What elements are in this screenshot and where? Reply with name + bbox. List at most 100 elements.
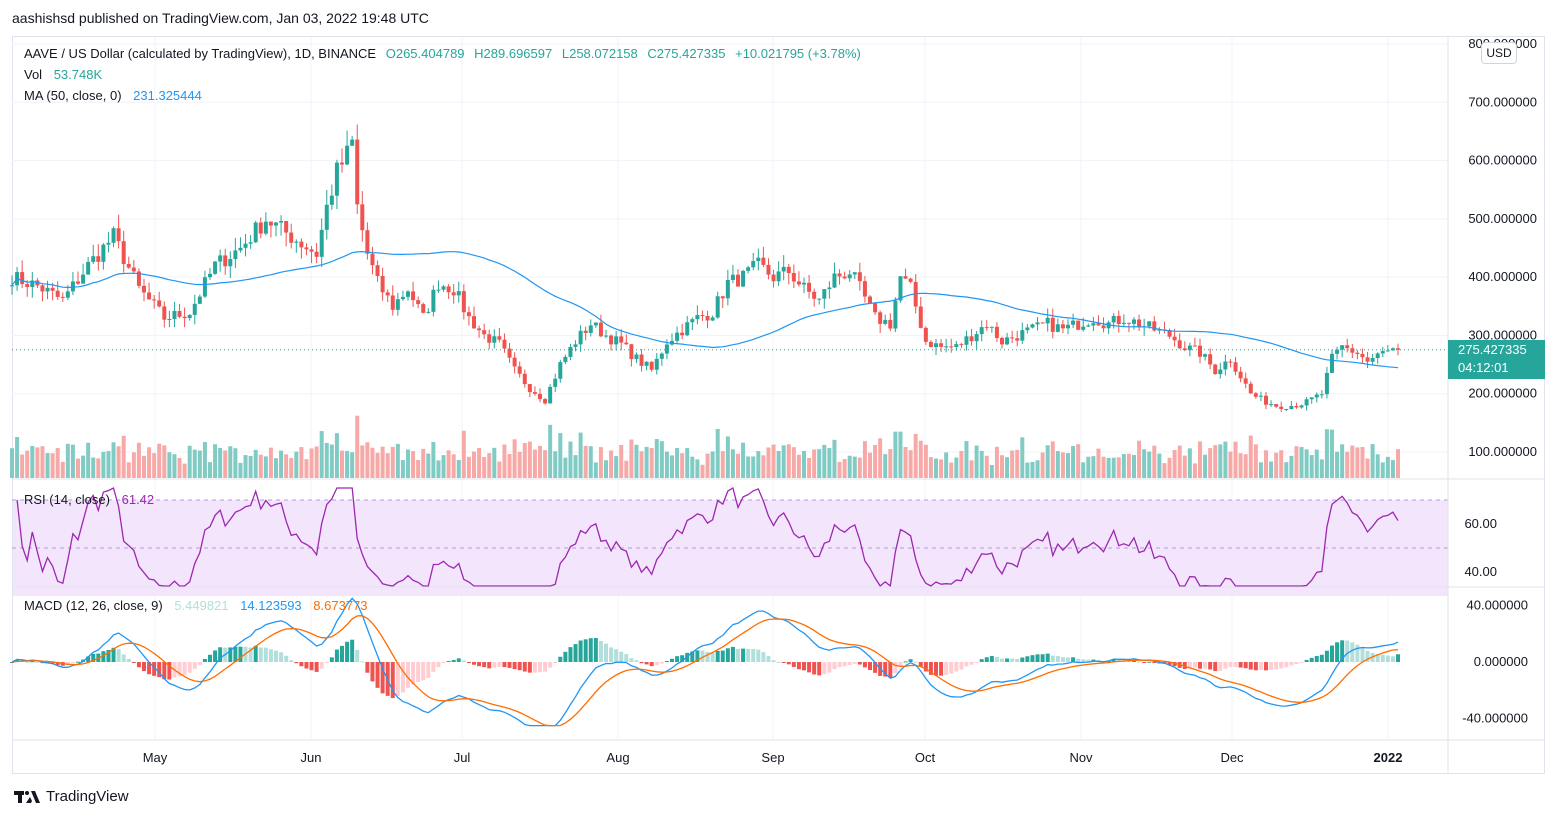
macd-histogram-bar bbox=[147, 662, 152, 675]
volume-bar bbox=[918, 440, 923, 478]
volume-bar bbox=[91, 457, 96, 478]
macd-histogram-bar bbox=[329, 657, 334, 662]
candle-body bbox=[258, 222, 263, 234]
candle-body bbox=[111, 228, 116, 243]
volume-value: 53.748K bbox=[53, 67, 103, 82]
candle-body bbox=[355, 139, 360, 205]
macd-histogram-bar bbox=[86, 656, 91, 662]
macd-histogram-bar bbox=[1187, 662, 1192, 669]
volume-bar bbox=[126, 462, 131, 478]
volume-bar bbox=[1142, 449, 1147, 478]
volume-bar bbox=[598, 447, 603, 478]
macd-histogram-bar bbox=[827, 662, 832, 673]
macd-histogram-bar bbox=[868, 662, 872, 671]
candle-body bbox=[862, 281, 867, 297]
macd-histogram-bar bbox=[695, 650, 700, 662]
macd-histogram-bar bbox=[847, 662, 852, 665]
candle-body bbox=[1228, 361, 1233, 363]
volume-bar bbox=[730, 449, 735, 478]
price-tick-label: 600.000000 bbox=[1468, 153, 1537, 168]
candle-body bbox=[802, 282, 806, 285]
volume-bar bbox=[294, 451, 299, 478]
macd-histogram-bar bbox=[553, 662, 558, 663]
volume-bar bbox=[720, 451, 725, 478]
macd-histogram-bar bbox=[126, 658, 131, 662]
macd-histogram-bar bbox=[65, 662, 70, 665]
macd-histogram-bar bbox=[218, 647, 223, 662]
volume-bar bbox=[776, 450, 781, 478]
volume-bar bbox=[817, 449, 822, 478]
macd-label: MACD (12, 26, close, 9) bbox=[24, 598, 163, 613]
candle-body bbox=[213, 261, 218, 274]
macd-histogram-bar bbox=[974, 662, 979, 663]
currency-button[interactable]: USD bbox=[1481, 42, 1517, 64]
macd-histogram-bar bbox=[157, 662, 162, 678]
candle-body bbox=[796, 281, 801, 285]
candle-body bbox=[1121, 322, 1126, 324]
volume-bar bbox=[30, 446, 35, 478]
candle-body bbox=[1385, 350, 1390, 352]
candle-body bbox=[406, 291, 410, 297]
macd-histogram-bar bbox=[944, 662, 949, 675]
macd-histogram-bar bbox=[807, 662, 812, 673]
candle-body bbox=[421, 304, 426, 313]
macd-histogram-bar bbox=[517, 662, 522, 671]
candle-body bbox=[944, 346, 949, 348]
candle-body bbox=[624, 342, 629, 345]
macd-histogram-bar bbox=[1035, 654, 1040, 662]
volume-bar bbox=[994, 446, 999, 478]
macd-histogram-bar bbox=[619, 651, 624, 662]
macd-histogram-bar bbox=[446, 661, 451, 663]
volume-bar bbox=[375, 452, 380, 478]
candle-body bbox=[1299, 405, 1304, 408]
candle-body bbox=[1071, 320, 1076, 325]
candle-body bbox=[1218, 369, 1223, 375]
candle-body bbox=[395, 299, 400, 310]
volume-bar bbox=[268, 447, 273, 478]
macd-histogram-bar bbox=[1385, 655, 1390, 662]
candle-body bbox=[1076, 320, 1081, 330]
candle-body bbox=[543, 399, 548, 404]
candle-body bbox=[1365, 357, 1370, 362]
volume-bar bbox=[1380, 462, 1385, 478]
volume-bar bbox=[497, 461, 502, 478]
volume-bar bbox=[532, 449, 537, 478]
candle-body bbox=[1304, 399, 1309, 406]
macd-histogram-bar bbox=[873, 662, 878, 673]
volume-bar bbox=[289, 458, 294, 478]
candle-body bbox=[314, 251, 319, 257]
volume-bar bbox=[258, 454, 263, 478]
volume-bar bbox=[111, 442, 116, 478]
candle-body bbox=[1213, 364, 1218, 375]
candle-body bbox=[456, 291, 461, 296]
volume-bar bbox=[908, 450, 913, 478]
volume-bar bbox=[1365, 458, 1370, 478]
macd-histogram-bar bbox=[1086, 659, 1091, 662]
volume-bar bbox=[1177, 445, 1182, 478]
volume-bar bbox=[446, 450, 451, 478]
candle-body bbox=[253, 222, 258, 243]
candle-body bbox=[1187, 345, 1192, 351]
macd-histogram-bar bbox=[1248, 662, 1253, 670]
macd-histogram-bar bbox=[319, 662, 324, 669]
macd-histogram-bar bbox=[350, 639, 355, 662]
publish-line: aashishsd published on TradingView.com, … bbox=[12, 10, 429, 26]
volume-bar bbox=[416, 459, 421, 478]
volume-bar bbox=[1111, 457, 1116, 478]
brand[interactable]: TradingView bbox=[14, 788, 129, 805]
macd-histogram-bar bbox=[888, 662, 893, 678]
candle-body bbox=[20, 272, 25, 285]
candle-body bbox=[1192, 345, 1197, 347]
volume-bar bbox=[1192, 463, 1197, 478]
candle-body bbox=[1086, 325, 1091, 327]
candle-body bbox=[604, 335, 608, 337]
macd-histogram-bar bbox=[736, 648, 740, 662]
macd-histogram-bar bbox=[730, 646, 735, 662]
volume-bar bbox=[979, 450, 984, 478]
macd-histogram-bar bbox=[837, 662, 842, 668]
macd-histogram-bar bbox=[903, 661, 908, 663]
volume-bar bbox=[360, 445, 365, 478]
volume-bar bbox=[1340, 444, 1345, 478]
macd-histogram-bar bbox=[111, 647, 116, 662]
